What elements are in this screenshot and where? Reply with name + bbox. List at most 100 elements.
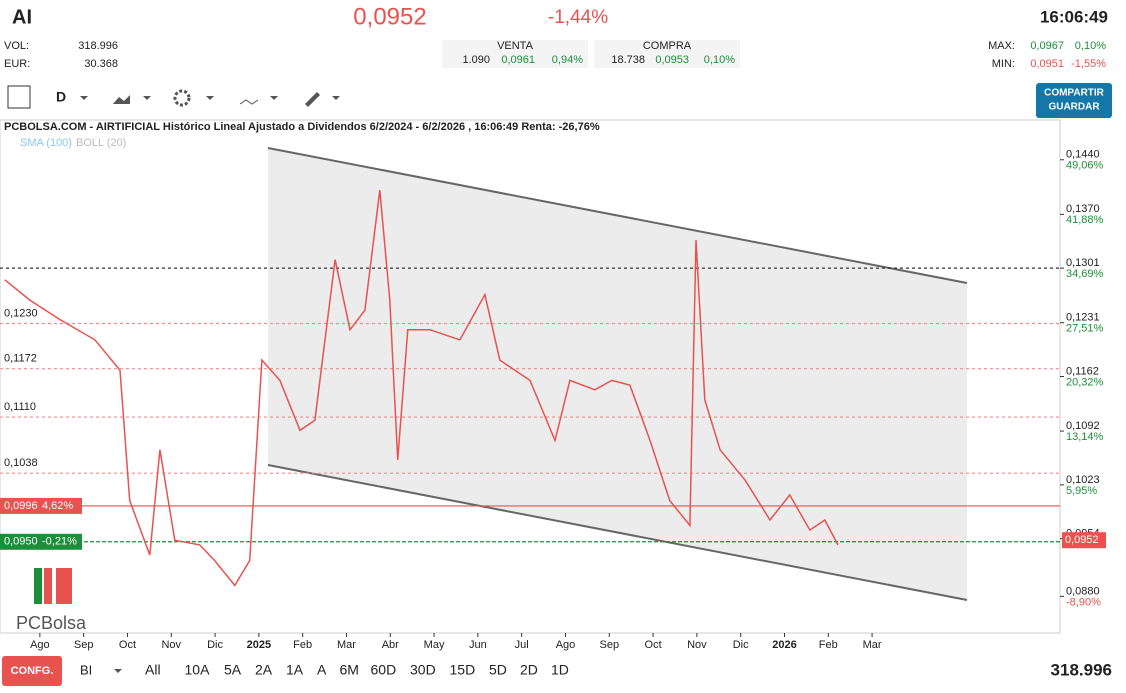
range-button[interactable]: 5A	[224, 662, 242, 678]
max-pct: 0,10%	[1075, 40, 1106, 52]
y-tick-pct: -8,90%	[1066, 596, 1101, 608]
sma-legend: SMA (100)	[20, 137, 72, 149]
venta-title: VENTA	[497, 40, 534, 52]
y-tick-pct: 13,14%	[1066, 431, 1104, 443]
level-label: 0,1172	[4, 353, 37, 365]
channel-area	[268, 148, 967, 600]
indicators-icon[interactable]	[239, 99, 259, 105]
share-text: COMPARTIR	[1044, 88, 1105, 99]
vol: 318.996	[78, 40, 118, 52]
x-tick-label: Nov	[161, 639, 181, 651]
change: -1,44%	[548, 7, 608, 28]
y-tick-label: 0,1162	[1066, 365, 1099, 377]
y-tick-label: 0,1231	[1066, 312, 1100, 324]
y-tick-pct: 49,06%	[1066, 160, 1104, 172]
range-button[interactable]: All	[145, 662, 161, 678]
range-button[interactable]: 15D	[450, 662, 476, 678]
level-box	[0, 533, 82, 550]
x-tick-label: 2025	[247, 639, 271, 651]
boll-legend: BOLL (20)	[76, 137, 126, 149]
range-button[interactable]: 1D	[551, 662, 569, 678]
y-tick-label: 0,1023	[1066, 474, 1100, 486]
venta-box	[442, 40, 588, 68]
level-box	[0, 497, 82, 514]
draw-icon[interactable]	[305, 92, 320, 107]
save-text: GUARDAR	[1048, 102, 1100, 113]
settings-icon[interactable]	[173, 89, 191, 107]
venta-qty: 1.090	[462, 54, 490, 66]
level-pct: -0,21%	[42, 536, 77, 548]
chart-title: PCBOLSA.COM - AIRTIFICIAL Histórico Line…	[4, 121, 600, 133]
x-tick-label: Mar	[863, 639, 882, 651]
y-tick-pct: 27,51%	[1066, 323, 1104, 335]
level-pct: 4,62%	[42, 500, 73, 512]
y-tick-label: 0,1092	[1066, 420, 1100, 432]
share-button[interactable]	[1036, 83, 1112, 118]
range-button[interactable]: 30D	[410, 662, 436, 678]
x-tick-label: Mar	[337, 639, 356, 651]
x-tick-label: Abr	[382, 639, 399, 651]
venta-pct: 0,94%	[552, 54, 583, 66]
max-price: 0,0967	[1030, 40, 1064, 52]
x-tick-label: Ago	[30, 639, 50, 651]
range-button[interactable]: 10A	[185, 662, 211, 678]
sidebar-toggle[interactable]	[7, 85, 31, 109]
x-tick-label: Oct	[119, 639, 136, 651]
x-tick-label: 2026	[772, 639, 796, 651]
x-tick-label: Sep	[74, 639, 94, 651]
max-label: MAX:	[988, 40, 1015, 52]
x-tick-label: Dic	[733, 639, 749, 651]
eur-label: EUR:	[4, 58, 30, 70]
price-line	[4, 190, 839, 587]
y-tick-pct: 5,95%	[1066, 485, 1097, 497]
compra-qty: 18.738	[611, 54, 645, 66]
level-label: 0,0950	[4, 536, 38, 548]
range-button[interactable]: A	[317, 662, 327, 678]
compra-title: COMPRA	[643, 40, 692, 52]
venta-price: 0,0961	[501, 54, 535, 66]
eur: 30.368	[84, 58, 118, 70]
channel-top	[267, 147, 968, 284]
range-button[interactable]: 60D	[371, 662, 397, 678]
min-price: 0,0951	[1030, 58, 1064, 70]
y-tick-label: 0,1440	[1066, 149, 1100, 161]
y-tick-label: 0,0880	[1066, 585, 1100, 597]
mode[interactable]: BI	[80, 662, 92, 677]
range-button[interactable]: 5D	[489, 662, 507, 678]
logo-text: PCBolsa	[16, 613, 87, 633]
chart-type-icon[interactable]	[113, 95, 130, 104]
mode-arrow	[114, 669, 122, 673]
y-tick-label: 0,1370	[1066, 203, 1100, 215]
min-pct: -1,55%	[1071, 58, 1106, 70]
channel-bottom	[267, 464, 968, 601]
x-tick-label: Feb	[819, 639, 838, 651]
x-tick-label: Ago	[556, 639, 576, 651]
period[interactable]: D	[56, 89, 66, 105]
range-button[interactable]: 2D	[520, 662, 538, 678]
y-tick-pct: 34,69%	[1066, 268, 1104, 280]
last-price-label: 0,0952	[1065, 534, 1099, 546]
y-tick-label: 0,1301	[1066, 257, 1100, 269]
x-tick-label: Feb	[293, 639, 312, 651]
x-tick-label: May	[424, 639, 445, 651]
range-button[interactable]: 6M	[340, 662, 359, 678]
level-label: 0,1230	[4, 307, 38, 319]
compra-box	[594, 40, 740, 68]
x-tick-label: Dic	[207, 639, 223, 651]
compra-price: 0,0953	[655, 54, 689, 66]
last-price-box	[1062, 532, 1106, 549]
price: 0,0952	[353, 3, 426, 30]
dropdown-arrows	[80, 96, 340, 100]
symbol: AI	[12, 6, 32, 28]
time: 16:06:49	[1040, 7, 1108, 26]
compra-pct: 0,10%	[704, 54, 735, 66]
config-text: CONFG.	[11, 665, 54, 677]
x-tick-label: Oct	[645, 639, 662, 651]
y-tick-pct: 41,88%	[1066, 214, 1104, 226]
range-button[interactable]: 2A	[255, 662, 273, 678]
level-label: 0,1038	[4, 457, 38, 469]
config-button[interactable]	[2, 656, 62, 686]
range-button[interactable]: 1A	[286, 662, 304, 678]
